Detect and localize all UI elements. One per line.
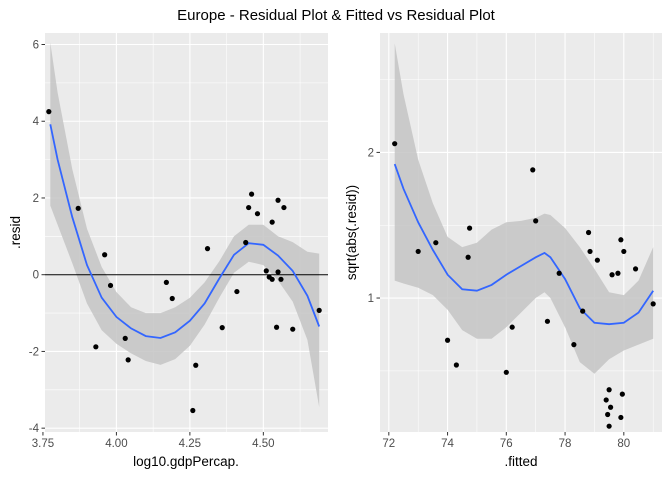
fitted-x-axis-label: .fitted — [504, 454, 537, 469]
fitted-data-point — [533, 218, 539, 224]
resid-data-point — [254, 211, 261, 217]
fitted-x-tick-label: 80 — [617, 438, 630, 450]
resid-y-axis-label: .resid — [8, 216, 23, 249]
fitted-data-point — [609, 272, 615, 278]
residual-plot-panel: 3.75 4.00 4.25 4.50 -4 -2 0 2 4 6 log10.gdpPercap.… — [8, 33, 328, 469]
fitted-data-point — [619, 391, 625, 397]
fitted-x-tick-label: 72 — [382, 438, 395, 450]
fitted-data-point — [618, 414, 624, 421]
fitted-data-point — [603, 397, 609, 403]
fitted-data-point — [571, 342, 577, 348]
fitted-data-point — [621, 248, 627, 255]
resid-plot-area — [45, 42, 328, 414]
resid-data-point — [290, 326, 296, 332]
fitted-data-point — [466, 225, 473, 231]
fitted-vs-residual-panel: 72 74 76 78 80 1 2 .fitted sqrt(abs(.resid)) — [344, 33, 662, 469]
fitted-data-point — [606, 387, 612, 393]
fitted-x-tick-label: 76 — [500, 438, 513, 450]
resid-data-point — [93, 344, 99, 350]
resid-data-point — [275, 197, 281, 203]
fitted-data-point — [606, 423, 612, 429]
fitted-y-tick-label: 1 — [368, 293, 374, 305]
resid-data-point — [275, 269, 281, 275]
fitted-data-point — [392, 141, 398, 147]
resid-data-point — [102, 252, 108, 258]
resid-data-point — [169, 295, 175, 302]
resid-data-point — [273, 324, 280, 330]
resid-data-point — [263, 268, 269, 274]
resid-data-point — [246, 204, 252, 211]
fitted-data-point — [509, 324, 515, 330]
fitted-data-point — [605, 411, 611, 418]
fitted-data-point — [580, 308, 586, 314]
resid-data-point — [316, 307, 322, 313]
resid-panel-background — [45, 33, 328, 432]
resid-y-tick-label: -2 — [29, 346, 39, 358]
resid-data-point — [204, 246, 211, 252]
resid-data-point — [75, 205, 81, 211]
resid-data-point — [269, 219, 275, 225]
fitted-data-point — [632, 266, 639, 272]
resid-data-point — [219, 325, 225, 331]
resid-x-axis-label: log10.gdpPercap. — [133, 454, 239, 469]
resid-data-point — [163, 279, 169, 285]
resid-data-point — [46, 109, 52, 115]
resid-y-tick-label: 6 — [33, 40, 39, 52]
fitted-data-point — [465, 254, 471, 260]
resid-data-point — [107, 282, 114, 289]
fitted-plot-area — [392, 43, 656, 429]
fitted-data-point — [433, 240, 439, 246]
resid-y-tick-label: 2 — [33, 193, 39, 205]
resid-data-point — [269, 276, 275, 282]
fitted-data-point — [444, 337, 451, 343]
fitted-y-tick-label: 2 — [368, 147, 374, 159]
fitted-data-point — [453, 362, 459, 368]
fitted-smooth-line — [393, 163, 654, 326]
fitted-data-point — [544, 318, 551, 324]
resid-data-point — [193, 362, 199, 368]
fitted-data-point — [587, 248, 593, 255]
resid-confidence-band — [50, 42, 320, 408]
resid-data-point — [278, 276, 284, 282]
fitted-x-tick-label: 78 — [559, 438, 572, 450]
resid-data-point — [243, 239, 249, 246]
fitted-data-point — [530, 167, 536, 173]
resid-data-point — [248, 191, 255, 197]
fitted-data-point — [415, 248, 421, 255]
resid-data-point — [122, 335, 128, 341]
fitted-data-point — [607, 404, 614, 410]
resid-x-tick-label: 4.50 — [252, 438, 274, 450]
resid-data-point — [281, 204, 287, 211]
resid-y-tick-label: -4 — [29, 423, 40, 435]
fitted-data-point — [618, 237, 624, 243]
fitted-data-point — [585, 229, 592, 236]
resid-data-point — [190, 407, 196, 414]
fitted-y-axis-label: sqrt(abs(.resid)) — [344, 185, 359, 280]
resid-x-tick-label: 3.75 — [32, 438, 54, 450]
resid-y-tick-label: 0 — [33, 270, 39, 282]
resid-x-tick-label: 4.25 — [179, 438, 201, 450]
fitted-x-tick-label: 74 — [441, 438, 454, 450]
fitted-data-point — [650, 301, 656, 307]
resid-y-tick-label: 4 — [33, 116, 40, 128]
resid-x-tick-label: 4.00 — [105, 438, 127, 450]
fitted-data-point — [503, 369, 509, 375]
fitted-confidence-band — [394, 43, 654, 374]
fitted-data-point — [594, 257, 600, 263]
resid-smooth-line — [49, 124, 321, 339]
resid-data-point — [125, 357, 131, 363]
fitted-data-point — [556, 270, 562, 276]
resid-data-point — [234, 288, 240, 295]
figure-title: Europe - Residual Plot & Fitted vs Resid… — [177, 7, 495, 24]
fitted-data-point — [615, 270, 621, 276]
